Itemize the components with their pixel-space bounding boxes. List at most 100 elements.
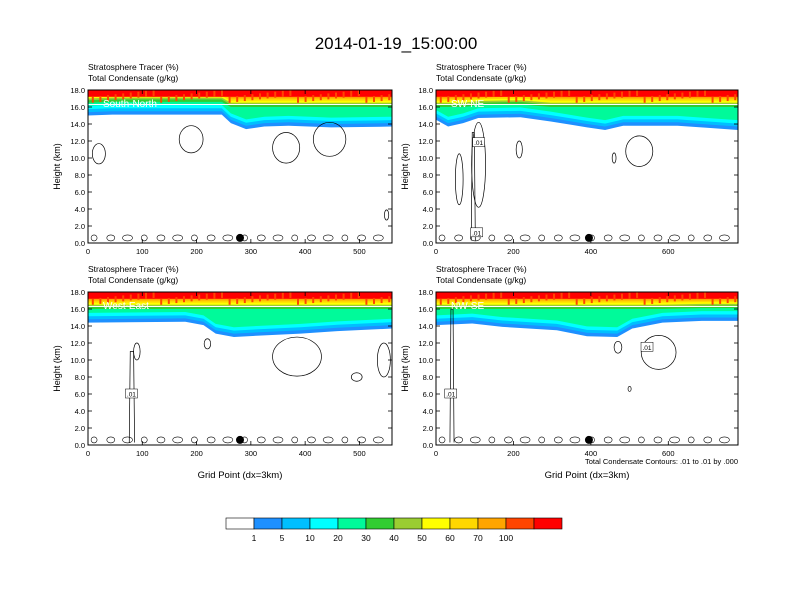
y-tick-label: 8.0 — [423, 373, 433, 382]
y-tick-label: 12.0 — [70, 339, 85, 348]
y-axis-label: Height (km) — [400, 143, 410, 190]
surface-contour — [341, 234, 349, 242]
tracer-streak — [530, 94, 533, 101]
tracer-streak — [205, 293, 208, 300]
tracer-streak — [651, 297, 654, 304]
x-tick-label: 100 — [136, 247, 149, 256]
tracer-streak — [620, 293, 623, 300]
colorbar-label: 20 — [333, 533, 343, 543]
surface-contour — [291, 436, 299, 444]
x-tick-label: 400 — [585, 449, 598, 458]
tracer-streak — [492, 292, 495, 299]
series-left-title: Stratosphere Tracer (%) — [88, 62, 179, 72]
panel-label: SW-NE — [451, 99, 484, 110]
tracer-streak — [91, 96, 94, 103]
surface-contour — [538, 436, 546, 444]
y-tick-label: 10.0 — [70, 356, 85, 365]
contour-label: .01 — [642, 345, 651, 352]
tracer-streak — [613, 92, 616, 99]
tracer-streak — [373, 297, 375, 304]
tracer-streak — [380, 297, 383, 304]
surface-contour — [307, 436, 316, 444]
tracer-streak — [259, 93, 261, 100]
surface-contour — [488, 234, 496, 242]
y-tick-label: 16.0 — [70, 305, 85, 314]
surface-contour — [619, 234, 631, 242]
x-tick-label: 0 — [86, 449, 90, 458]
tracer-streak — [681, 294, 684, 301]
x-tick-label: 400 — [585, 247, 598, 256]
tracer-streak — [515, 95, 518, 102]
tracer-streak — [545, 294, 548, 301]
y-tick-label: 6.0 — [423, 188, 433, 197]
tracer-streak — [342, 91, 345, 98]
tracer-streak — [183, 94, 185, 101]
colorbar-label: 50 — [417, 533, 427, 543]
tracer-streak — [590, 297, 593, 304]
tracer-streak — [312, 297, 315, 304]
plot-frame — [435, 291, 739, 446]
surface-contour — [140, 234, 148, 242]
panel-3: .01 West-East 0.0 2.0 4.0 6.0 8.0 10.0 12.0 14.0 1… — [52, 264, 393, 481]
tracer-streak — [719, 95, 722, 102]
y-tick-label: 4.0 — [75, 407, 85, 416]
tracer-streak — [583, 297, 586, 304]
tracer-streak — [651, 95, 654, 102]
series-right-title: Total Condensate (g/kg) — [436, 275, 526, 285]
contour-label: .01 — [472, 230, 481, 237]
surface-contour — [554, 436, 563, 444]
condensate-contour — [203, 338, 212, 350]
surface-contour — [307, 234, 316, 242]
series-right-title: Total Condensate (g/kg) — [88, 275, 178, 285]
y-tick-label: 6.0 — [423, 390, 433, 399]
location-marker — [236, 233, 244, 242]
tracer-streak — [628, 292, 631, 299]
surface-contour — [538, 234, 546, 242]
surface-contour — [322, 436, 334, 444]
surface-contour — [569, 436, 581, 444]
surface-contour — [256, 234, 266, 242]
tracer-streak — [477, 92, 480, 99]
surface-contour — [272, 234, 284, 242]
surface-contour — [519, 234, 531, 242]
tracer-streak — [357, 292, 360, 298]
contour-note: Total Condensate Contours: .01 to .01 by… — [585, 457, 738, 466]
series-left-title: Stratosphere Tracer (%) — [436, 62, 527, 72]
tracer-streak — [228, 298, 231, 305]
figure-title: 2014-01-19_15:00:00 — [315, 34, 478, 53]
surface-contour — [222, 436, 234, 444]
tracer-streak — [568, 292, 571, 298]
tracer-streak — [145, 90, 147, 97]
surface-contour — [291, 234, 299, 242]
colorbar: 1 5 10 20 30 40 50 60 70 100 — [225, 517, 563, 543]
surface-contour — [719, 436, 730, 444]
y-tick-label: 0.0 — [423, 441, 433, 450]
surface-contour — [687, 234, 695, 242]
surface-contour — [90, 436, 98, 444]
tracer-streak — [500, 90, 503, 96]
y-tick-label: 2.0 — [423, 222, 433, 231]
y-tick-label: 12.0 — [418, 339, 433, 348]
y-axis-label: Height (km) — [400, 345, 410, 392]
y-tick-label: 18.0 — [70, 288, 85, 297]
tracer-streak — [658, 297, 661, 304]
x-axis-label: Grid Point (dx=3km) — [198, 470, 283, 481]
tracer-streak — [319, 296, 322, 303]
surface-contour — [638, 436, 645, 444]
contour-label: .01 — [474, 140, 483, 147]
y-tick-label: 10.0 — [70, 154, 85, 163]
tracer-streak — [373, 95, 375, 102]
series-right-title: Total Condensate (g/kg) — [88, 73, 178, 83]
tracer-streak — [304, 297, 307, 304]
condensate-contour — [384, 209, 390, 221]
y-tick-label: 16.0 — [70, 103, 85, 112]
tracer-streak — [259, 295, 261, 302]
tracer-streak — [454, 297, 457, 304]
tracer-streak — [221, 90, 223, 96]
tracer-streak — [545, 92, 548, 99]
surface-contour — [357, 436, 366, 444]
tracer-streak — [507, 298, 510, 305]
y-tick-label: 2.0 — [75, 424, 85, 433]
x-tick-label: 400 — [299, 247, 312, 256]
tracer-streak — [274, 91, 277, 98]
